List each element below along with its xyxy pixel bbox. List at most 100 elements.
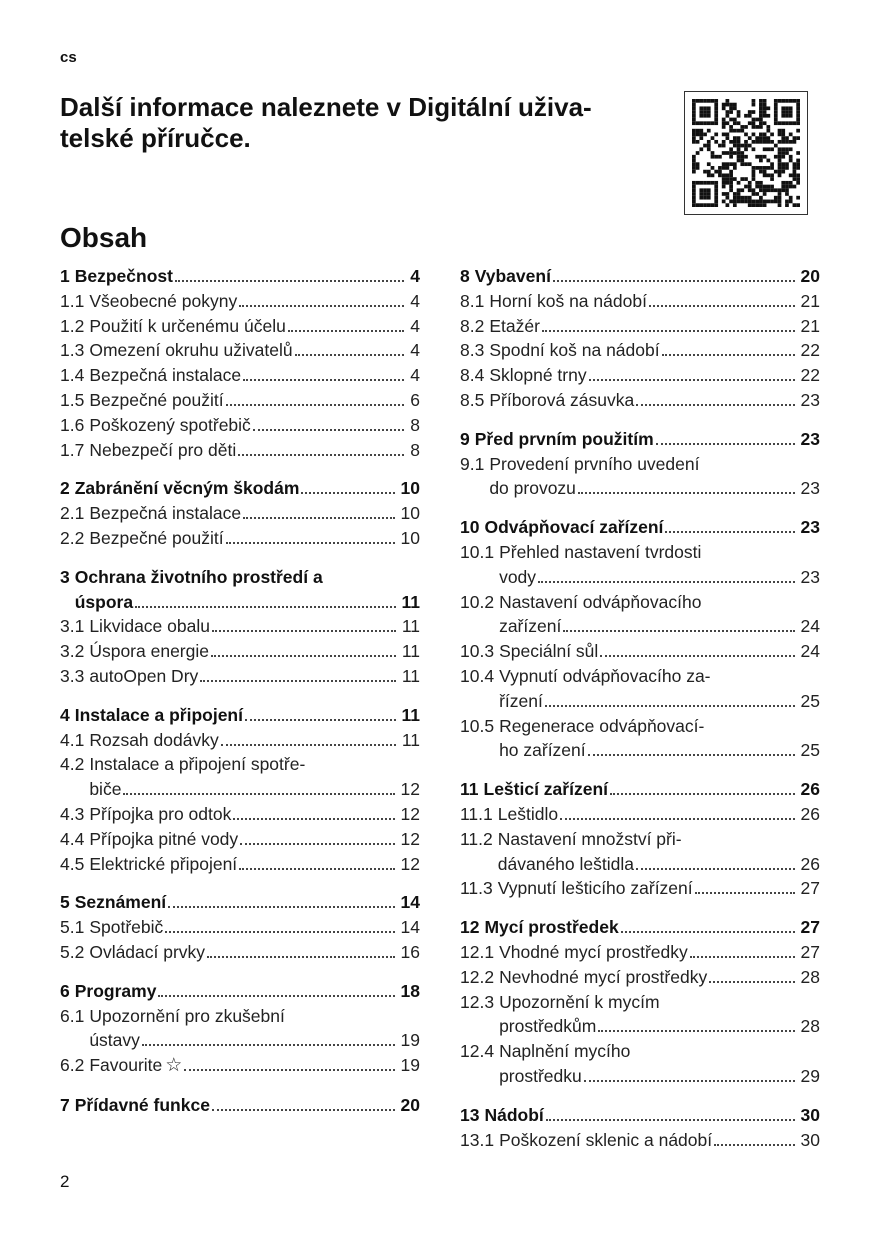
toc-entry[interactable]: 11.1 Leštidlo 26 bbox=[460, 802, 820, 827]
toc-entry[interactable]: 6.1 Upozornění pro zkušební ústavy 19 bbox=[60, 1004, 420, 1054]
entry-last-line: úspora 11 bbox=[75, 590, 420, 615]
toc-entry[interactable]: 1.6 Poškozený spotřebič 8 bbox=[60, 413, 420, 438]
qr-code-icon[interactable] bbox=[684, 91, 808, 215]
toc-entry[interactable]: 10.5 Regenerace odvápňovací-ho zařízení 25 bbox=[460, 714, 820, 764]
toc-entry[interactable]: 8.5 Příborová zásuvka 23 bbox=[460, 388, 820, 413]
entry-number: 6.2 bbox=[60, 1055, 85, 1076]
entry-page: 12 bbox=[400, 828, 420, 849]
toc-section-heading[interactable]: 12 Mycí prostředek 27 bbox=[460, 915, 820, 940]
entry-body: Nebezpečí pro děti 8 bbox=[89, 438, 420, 463]
entry-last-line: Lešticí zařízení 26 bbox=[484, 777, 821, 802]
toc-entry[interactable]: 10.2 Nastavení odvápňovacího zařízení 24 bbox=[460, 590, 820, 640]
entry-page: 20 bbox=[400, 1094, 420, 1115]
toc-entry[interactable]: 5.1 Spotřebič 14 bbox=[60, 915, 420, 940]
toc-section-heading[interactable]: 7 Přídavné funkce 20 bbox=[60, 1093, 420, 1118]
toc-entry[interactable]: 1.7 Nebezpečí pro děti 8 bbox=[60, 438, 420, 463]
toc-entry[interactable]: 1.5 Bezpečné použití 6 bbox=[60, 388, 420, 413]
entry-title-line: Poškozený spotřebič bbox=[89, 414, 251, 435]
entry-last-line: Spodní koš na nádobí 22 bbox=[489, 338, 820, 363]
entry-title-line: Ochrana životního prostředí a bbox=[74, 566, 323, 587]
entry-last-line: Přípojka pitné vody 12 bbox=[89, 827, 420, 852]
toc-entry[interactable]: 10.3 Speciální sůl 24 bbox=[460, 639, 820, 664]
entry-last-line: biče 12 bbox=[89, 777, 420, 802]
toc-section: 9 Před prvním použitím 23 9.1 Provedení prvn… bbox=[460, 427, 820, 501]
dot-leader bbox=[233, 817, 395, 820]
entry-number: 3.2 bbox=[60, 641, 85, 662]
entry-body: Použití k určenému účelu 4 bbox=[89, 314, 420, 339]
toc-section-heading[interactable]: 1 Bezpečnost 4 bbox=[60, 264, 420, 289]
toc-entry[interactable]: 4.1 Rozsah dodávky 11 bbox=[60, 728, 420, 753]
toc-entry[interactable]: 5.2 Ovládací prvky 16 bbox=[60, 940, 420, 965]
toc-entry[interactable]: 12.4 Naplnění mycího prostředku 29 bbox=[460, 1039, 820, 1089]
toc-entry[interactable]: 3.3 autoOpen Dry 11 bbox=[60, 664, 420, 689]
toc-entry[interactable]: 1.3 Omezení okruhu uživatelů 4 bbox=[60, 338, 420, 363]
toc-entry[interactable]: 1.4 Bezpečná instalace 4 bbox=[60, 363, 420, 388]
toc-entry[interactable]: 3.2 Úspora energie 11 bbox=[60, 639, 420, 664]
toc-entry[interactable]: 4.3 Přípojka pro odtok 12 bbox=[60, 802, 420, 827]
entry-title-line: vody bbox=[499, 566, 537, 587]
toc-entry[interactable]: 3.1 Likvidace obalu 11 bbox=[60, 614, 420, 639]
entry-title-line: Speciální sůl bbox=[499, 641, 599, 662]
toc-section-heading[interactable]: 8 Vybavení 20 bbox=[460, 264, 820, 289]
toc-entry[interactable]: 8.4 Sklopné trny 22 bbox=[460, 363, 820, 388]
star-outline-icon: ☆ bbox=[165, 1055, 183, 1077]
entry-body: Před prvním použitím 23 bbox=[475, 427, 820, 452]
entry-number: 12.2 bbox=[460, 966, 495, 987]
toc-entry[interactable]: 12.1 Vhodné mycí prostředky 27 bbox=[460, 940, 820, 965]
toc-entry[interactable]: 8.1 Horní koš na nádobí 21 bbox=[460, 289, 820, 314]
toc-column-left: 1 Bezpečnost 4 1.1 Všeobecné pokyny 4 1.2 Použi… bbox=[60, 264, 420, 1132]
toc-entry[interactable]: 11.3 Vypnutí lešticího zařízení 27 bbox=[460, 876, 820, 901]
toc-entry[interactable]: 10.1 Přehled nastavení tvrdosti vody 23 bbox=[460, 540, 820, 590]
entry-number: 6 bbox=[60, 980, 70, 1001]
toc-entry[interactable]: 1.1 Všeobecné pokyny 4 bbox=[60, 289, 420, 314]
toc-entry[interactable]: 10.4 Vypnutí odvápňovacího za-řízení 25 bbox=[460, 664, 820, 714]
toc-section: 12 Mycí prostředek 27 12.1 Vhodné mycí prost… bbox=[460, 915, 820, 1089]
toc-entry[interactable]: 12.3 Upozornění k mycím prostředkům 28 bbox=[460, 990, 820, 1040]
entry-number: 6.1 bbox=[60, 1005, 85, 1026]
toc-section-heading[interactable]: 5 Seznámení 14 bbox=[60, 890, 420, 915]
toc-entry[interactable]: 11.2 Nastavení množství při-dávaného lešt… bbox=[460, 827, 820, 877]
entry-last-line: Bezpečné použití 10 bbox=[89, 526, 420, 551]
dot-leader bbox=[598, 1030, 795, 1033]
dot-leader bbox=[541, 329, 795, 332]
toc-entry[interactable]: 1.2 Použití k určenému účelu 4 bbox=[60, 314, 420, 339]
entry-body: Vhodné mycí prostředky 27 bbox=[499, 940, 820, 965]
toc-entry[interactable]: 2.2 Bezpečné použití 10 bbox=[60, 526, 420, 551]
toc-entry[interactable]: 8.3 Spodní koš na nádobí 22 bbox=[460, 338, 820, 363]
dot-leader bbox=[648, 304, 795, 307]
toc-section-heading[interactable]: 9 Před prvním použitím 23 bbox=[460, 427, 820, 452]
entry-title-line: Elektrické připojení bbox=[89, 853, 238, 874]
entry-title-line: Bezpečná instalace bbox=[89, 365, 242, 386]
entry-title-line: Regenerace odvápňovací- bbox=[499, 715, 705, 736]
entry-body: Zabránění věcným škodám 10 bbox=[75, 476, 420, 501]
toc-entry[interactable]: 2.1 Bezpečná instalace 10 bbox=[60, 501, 420, 526]
toc-entry[interactable]: 4.4 Přípojka pitné vody 12 bbox=[60, 827, 420, 852]
toc-entry[interactable]: 8.2 Etažér 21 bbox=[460, 314, 820, 339]
toc-section-heading[interactable]: 6 Programy 18 bbox=[60, 979, 420, 1004]
toc-section-heading[interactable]: 11 Lešticí zařízení 26 bbox=[460, 777, 820, 802]
toc-entry[interactable]: 4.2 Instalace a připojení spotře-biče 12 bbox=[60, 752, 420, 802]
page-number: 2 bbox=[60, 1172, 70, 1191]
toc-entry[interactable]: 13.1 Poškození sklenic a nádobí 30 bbox=[460, 1128, 820, 1153]
entry-page: 22 bbox=[800, 365, 820, 386]
entry-page: 12 bbox=[400, 779, 420, 800]
dot-leader bbox=[552, 280, 795, 282]
toc-section-heading[interactable]: 4 Instalace a připojení 11 bbox=[60, 703, 420, 728]
toc-entry[interactable]: 9.1 Provedení prvního uvedení do provozu 23 bbox=[460, 452, 820, 502]
toc-entry[interactable]: 4.5 Elektrické připojení 12 bbox=[60, 852, 420, 877]
toc-section-heading[interactable]: 13 Nádobí 30 bbox=[460, 1103, 820, 1128]
toc-section: 4 Instalace a připojení 11 4.1 Rozsah dodávk… bbox=[60, 703, 420, 877]
entry-number: 1.7 bbox=[60, 439, 85, 460]
toc-entry[interactable]: 6.2 Favourite ☆ 19 bbox=[60, 1053, 420, 1079]
entry-last-line: Přídavné funkce 20 bbox=[75, 1093, 420, 1118]
entry-number: 1.4 bbox=[60, 365, 85, 386]
entry-body: Přehled nastavení tvrdosti vody 23 bbox=[499, 540, 820, 590]
toc-section-heading[interactable]: 3 Ochrana životního prostředí a úspora 11 bbox=[60, 565, 420, 615]
entry-page: 27 bbox=[800, 941, 820, 962]
toc-section-heading[interactable]: 2 Zabránění věcným škodám 10 bbox=[60, 476, 420, 501]
entry-page: 23 bbox=[800, 517, 820, 538]
entry-number: 1 bbox=[60, 266, 70, 286]
toc-entry[interactable]: 12.2 Nevhodné mycí prostředky 28 bbox=[460, 965, 820, 990]
entry-last-line: Zabránění věcným škodám 10 bbox=[75, 476, 420, 501]
toc-section-heading[interactable]: 10 Odvápňovací zařízení 23 bbox=[460, 515, 820, 540]
